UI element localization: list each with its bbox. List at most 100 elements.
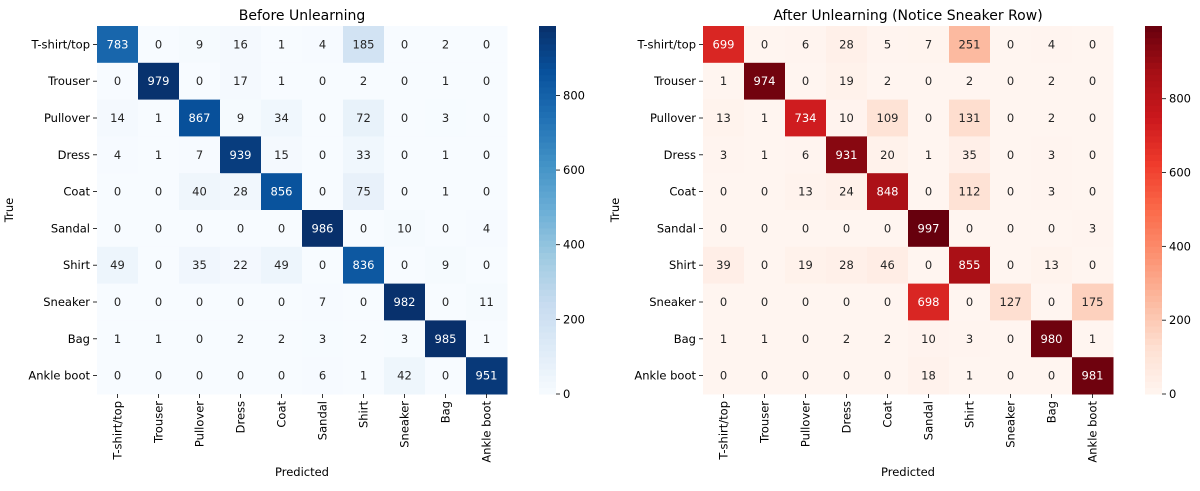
panel-2-heatmap-cell [867,283,909,321]
panel-1-cell-label: 0 [483,111,490,125]
panel-2-heatmap-cell [1031,62,1073,101]
panel-1-heatmap-cell [384,99,426,137]
panel-1-heatmap-cell [343,246,385,285]
panel-1-cell-label: 1 [442,185,449,199]
panel-2-colorbar-segment [1145,111,1162,119]
panel-2-cell-label: 0 [843,295,850,309]
panel-2-cell-label: 0 [761,221,768,235]
panel-1-heatmap-cell [384,357,426,395]
panel-1-heatmap-cell [220,246,262,285]
panel-2-colorbar-segment [1145,136,1162,144]
panel-1-colorbar-segment [539,111,556,119]
panel-1-cell-label: 0 [155,295,162,309]
panel-1-colorbar-segment [539,252,556,260]
panel-2-y-tick-label: Dress [664,148,696,162]
panel-2-cell-label: 0 [1007,37,1014,51]
panel-1-heatmap-cell [261,62,303,101]
panel-2-heatmap-cell [785,26,827,64]
panel-2-colorbar-segment [1145,375,1162,383]
panel-1-colorbar-segment [539,381,556,389]
panel-2-heatmap-cell [1031,173,1073,211]
panel-1-colorbar-segment [539,283,556,291]
panel-1-cell-label: 9 [196,37,203,51]
panel-2-cell-label: 0 [720,295,727,309]
panel-2-cell-label: 112 [959,185,981,199]
panel-1-cell-label: 15 [274,148,289,162]
panel-1-colorbar-segment [539,32,556,39]
panel-2-cell-label: 974 [754,74,776,88]
panel-2-heatmap-cell [867,210,909,248]
panel-1-heatmap-cell [384,136,426,174]
panel-2-colorbar-segment [1145,320,1162,328]
panel-1-cell-label: 0 [155,369,162,383]
panel-1-y-tick-label: Dress [58,148,90,162]
panel-1-cell-label: 783 [107,37,129,51]
panel-1-colorbar-segment [539,148,556,156]
panel-1-heatmap-cell [466,136,508,174]
panel-1-colorbar-segment [539,118,556,125]
panel-1-cell-label: 0 [483,37,490,51]
panel-1-cell-label: 0 [319,148,326,162]
panel-2-cell-label: 1 [720,74,727,88]
panel-2-heatmap-cell [1072,320,1114,358]
panel-1-y-tick-label: Sneaker [43,295,90,309]
panel-1-colorbar-segment [539,375,556,383]
panel-2-heatmap-cell [1072,283,1114,321]
panel-2-cell-label: 0 [1089,37,1096,51]
panel-1-heatmap-cell [466,320,508,358]
panel-2-heatmap-cell [744,246,786,285]
panel-1-heatmap-cell [179,62,221,101]
panel-1-heatmap-cell [97,283,139,321]
panel-1-heatmap-cell [384,283,426,321]
panel-1-heatmap-cell [138,320,180,358]
panel-1-cell-label: 0 [196,74,203,88]
panel-1-colorbar-segment [539,44,556,52]
panel-2-colorbar-segment [1145,75,1162,82]
panel-1-y-axis-label: True [2,198,16,223]
panel-2-cell-label: 131 [959,111,981,125]
panel-2-cell-label: 46 [880,258,895,272]
panel-2-heatmap-cell [1072,62,1114,101]
panel-1-cell-label: 0 [278,369,285,383]
panel-1-heatmap-cell [343,99,385,137]
panel-2-colorbar-segment [1145,38,1162,45]
panel-1-cell-label: 867 [189,111,211,125]
panel-2-heatmap-cell [867,320,909,358]
panel-1-cell-label: 0 [442,221,449,235]
panel-1-heatmap-cell [261,357,303,395]
panel-1-cell-label: 0 [442,295,449,309]
panel-2-cell-label: 0 [761,37,768,51]
panel-1-cell-label: 0 [237,221,244,235]
panel-1-colorbar-segment [539,344,556,352]
panel-1-cell-label: 0 [401,185,408,199]
panel-2-heatmap-cell [744,357,786,395]
panel-1-colorbar-segment [539,308,556,315]
panel-2-cell-label: 698 [918,295,940,309]
panel-1-heatmap-cell [138,283,180,321]
panel-2-cell-label: 7 [925,37,932,51]
panel-2-colorbar-segment [1145,44,1162,52]
panel-1-colorbar-segment [539,93,556,101]
panel-1-heatmap-cell [343,173,385,211]
panel-2-heatmap-cell [908,357,950,395]
panel-1-heatmap-cell [466,26,508,64]
panel-1-colorbar-segment [539,179,556,186]
panel-2-chart-title: After Unlearning (Notice Sneaker Row) [773,8,1042,24]
panel-2-heatmap-cell [1031,246,1073,285]
panel-2-heatmap-cell [1031,26,1073,64]
panel-2-cell-label: 5 [884,37,891,51]
panel-2-heatmap-cell [990,246,1032,285]
panel-1-cell-label: 0 [360,295,367,309]
panel-2-heatmap-cell [949,320,991,358]
panel-1-colorbar-segment [539,216,556,223]
panel-2-heatmap-cell [744,320,786,358]
panel-2-cell-label: 10 [921,332,936,346]
panel-2-colorbar-segment [1145,167,1162,174]
panel-2-heatmap-cell [826,99,868,137]
panel-2-colorbar-segment [1145,148,1162,156]
panel-1-cell-label: 42 [397,369,412,383]
panel-1-cell-label: 9 [237,111,244,125]
panel-1-heatmap-cell [343,136,385,174]
panel-1-heatmap-cell [302,26,344,64]
panel-2-colorbar-segment [1145,124,1162,131]
